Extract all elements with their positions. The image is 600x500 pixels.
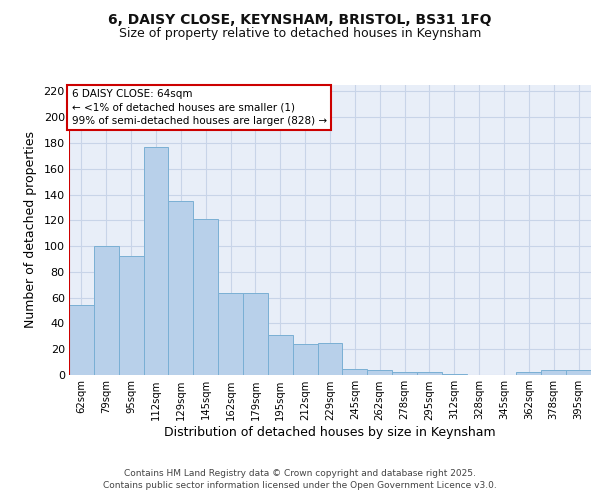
Text: 6, DAISY CLOSE, KEYNSHAM, BRISTOL, BS31 1FQ: 6, DAISY CLOSE, KEYNSHAM, BRISTOL, BS31 … bbox=[108, 12, 492, 26]
Y-axis label: Number of detached properties: Number of detached properties bbox=[23, 132, 37, 328]
Bar bbox=[317, 343, 343, 375]
Bar bbox=[343, 368, 367, 375]
Bar bbox=[442, 374, 467, 375]
Bar bbox=[517, 372, 541, 375]
Bar bbox=[417, 372, 442, 375]
Bar bbox=[69, 306, 94, 375]
Bar bbox=[94, 246, 119, 375]
Bar bbox=[268, 335, 293, 375]
Bar bbox=[367, 370, 392, 375]
Bar bbox=[293, 344, 317, 375]
Bar bbox=[218, 292, 243, 375]
Text: Contains HM Land Registry data © Crown copyright and database right 2025.
Contai: Contains HM Land Registry data © Crown c… bbox=[103, 468, 497, 490]
Bar bbox=[119, 256, 143, 375]
Text: Size of property relative to detached houses in Keynsham: Size of property relative to detached ho… bbox=[119, 28, 481, 40]
Text: 6 DAISY CLOSE: 64sqm
← <1% of detached houses are smaller (1)
99% of semi-detach: 6 DAISY CLOSE: 64sqm ← <1% of detached h… bbox=[71, 90, 327, 126]
Bar bbox=[392, 372, 417, 375]
Bar bbox=[566, 370, 591, 375]
Bar bbox=[193, 219, 218, 375]
Bar bbox=[143, 147, 169, 375]
X-axis label: Distribution of detached houses by size in Keynsham: Distribution of detached houses by size … bbox=[164, 426, 496, 440]
Bar bbox=[541, 370, 566, 375]
Bar bbox=[169, 201, 193, 375]
Bar bbox=[243, 292, 268, 375]
